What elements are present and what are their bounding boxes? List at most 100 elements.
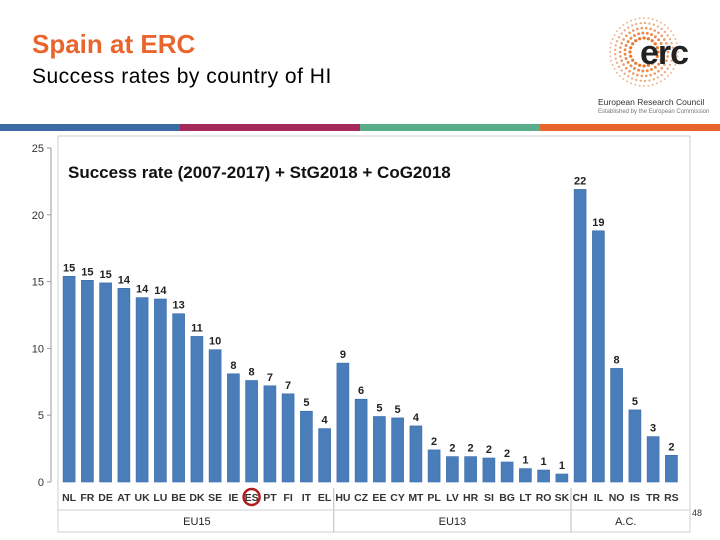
x-tick-label-CY: CY — [390, 492, 405, 504]
strip-segment-green — [360, 124, 540, 131]
x-tick-label-PL: PL — [427, 492, 441, 504]
bar-IL — [592, 230, 605, 483]
bar-CY — [391, 417, 404, 483]
x-tick-label-TR: TR — [646, 492, 660, 504]
data-label-IS: 5 — [632, 396, 638, 408]
x-tick-label-LU: LU — [153, 492, 167, 504]
x-tick-label-IE: IE — [228, 492, 238, 504]
bar-BG — [500, 461, 514, 483]
bar-DK — [190, 336, 204, 483]
bar-CZ — [354, 398, 368, 483]
page-number: 48 — [692, 508, 703, 518]
x-tick-label-RO: RO — [536, 492, 552, 504]
bar-SK — [555, 473, 569, 483]
data-label-MT: 4 — [413, 412, 420, 424]
logo-subcaption: Established by the European Commission — [598, 109, 710, 115]
x-tick-label-LT: LT — [519, 492, 532, 504]
x-tick-label-NL: NL — [62, 492, 77, 504]
data-label-DE: 15 — [99, 269, 111, 281]
data-label-CH: 22 — [574, 175, 586, 187]
data-label-IE: 8 — [230, 360, 236, 372]
x-tick-label-AT: AT — [117, 492, 131, 504]
data-label-CY: 5 — [395, 404, 401, 416]
x-tick-label-HR: HR — [463, 492, 479, 504]
data-label-ES: 8 — [249, 367, 255, 379]
x-tick-label-IS: IS — [630, 492, 640, 504]
data-label-BG: 2 — [504, 448, 510, 460]
data-label-PT: 7 — [267, 372, 273, 384]
x-tick-label-FR: FR — [80, 492, 94, 504]
bar-AT — [117, 287, 131, 483]
x-tick-label-BE: BE — [171, 492, 186, 504]
x-tick-label-SI: SI — [484, 492, 494, 504]
data-label-UK: 14 — [136, 284, 149, 296]
x-tick-label-BG: BG — [499, 492, 515, 504]
bar-EE — [373, 416, 386, 483]
bar-NL — [62, 275, 76, 483]
x-tick-label-IL: IL — [594, 492, 604, 504]
strip-segment-blue — [0, 124, 180, 131]
data-label-SE: 10 — [209, 336, 221, 348]
bar-IS — [628, 409, 642, 483]
data-label-RO: 1 — [541, 456, 547, 468]
bar-DE — [99, 282, 112, 483]
data-label-LU: 14 — [154, 285, 167, 297]
data-label-FR: 15 — [81, 266, 93, 278]
bar-CH — [573, 189, 587, 483]
data-label-HU: 9 — [340, 349, 346, 361]
bar-RS — [665, 454, 678, 483]
y-tick-label: 0 — [38, 477, 44, 489]
erc-logo: erc European Research Council Establishe… — [592, 12, 712, 124]
data-label-LV: 2 — [449, 443, 455, 455]
bar-LV — [446, 456, 459, 483]
bar-UK — [135, 297, 149, 483]
bar-ES — [245, 380, 258, 483]
data-label-SK: 1 — [559, 460, 565, 472]
bar-PL — [427, 449, 441, 483]
data-label-DK: 11 — [191, 322, 203, 334]
strip-segment-magenta — [180, 124, 360, 131]
data-label-IT: 5 — [303, 397, 309, 409]
bar-HR — [464, 456, 477, 483]
y-tick-label: 10 — [32, 343, 44, 355]
data-label-TR: 3 — [650, 423, 656, 435]
bar-NO — [610, 368, 623, 483]
data-label-NO: 8 — [614, 354, 620, 366]
bar-SI — [482, 457, 496, 483]
x-tick-label-CZ: CZ — [354, 492, 369, 504]
group-label-A.C.: A.C. — [615, 516, 636, 528]
x-tick-label-EL: EL — [318, 492, 332, 504]
group-label-EU13: EU13 — [439, 516, 467, 528]
data-label-RS: 2 — [668, 441, 674, 453]
y-tick-label: 15 — [32, 277, 44, 289]
x-tick-label-NO: NO — [609, 492, 625, 504]
page-title: Spain at ERC — [32, 29, 196, 59]
x-tick-label-MT: MT — [408, 492, 424, 504]
data-label-BE: 13 — [172, 300, 184, 312]
data-label-CZ: 6 — [358, 385, 364, 397]
bar-IE — [227, 373, 240, 483]
y-tick-label: 25 — [32, 143, 44, 155]
highlight-circle — [242, 487, 261, 507]
y-tick-label: 5 — [38, 410, 44, 422]
chart-title: Success rate (2007-2017) + StG2018 + CoG… — [68, 163, 451, 182]
logo-word: erc — [640, 34, 689, 72]
bar-FI — [281, 393, 295, 483]
page-subtitle: Success rates by country of HI — [32, 65, 332, 88]
strip-segment-orange — [540, 124, 720, 131]
bar-HU — [336, 362, 350, 483]
bar-SE — [208, 349, 222, 483]
bar-IT — [300, 410, 313, 483]
x-tick-label-SK: SK — [555, 492, 570, 504]
bar-TR — [646, 436, 660, 483]
data-label-NL: 15 — [63, 262, 75, 274]
bar-BE — [172, 313, 185, 483]
color-strip — [0, 124, 720, 131]
x-tick-label-ES: ES — [245, 492, 259, 504]
erc-dots-icon — [609, 17, 679, 87]
x-tick-label-CH: CH — [573, 492, 588, 504]
x-tick-label-DK: DK — [189, 492, 205, 504]
data-label-HR: 2 — [468, 443, 474, 455]
bar-LU — [154, 298, 167, 483]
